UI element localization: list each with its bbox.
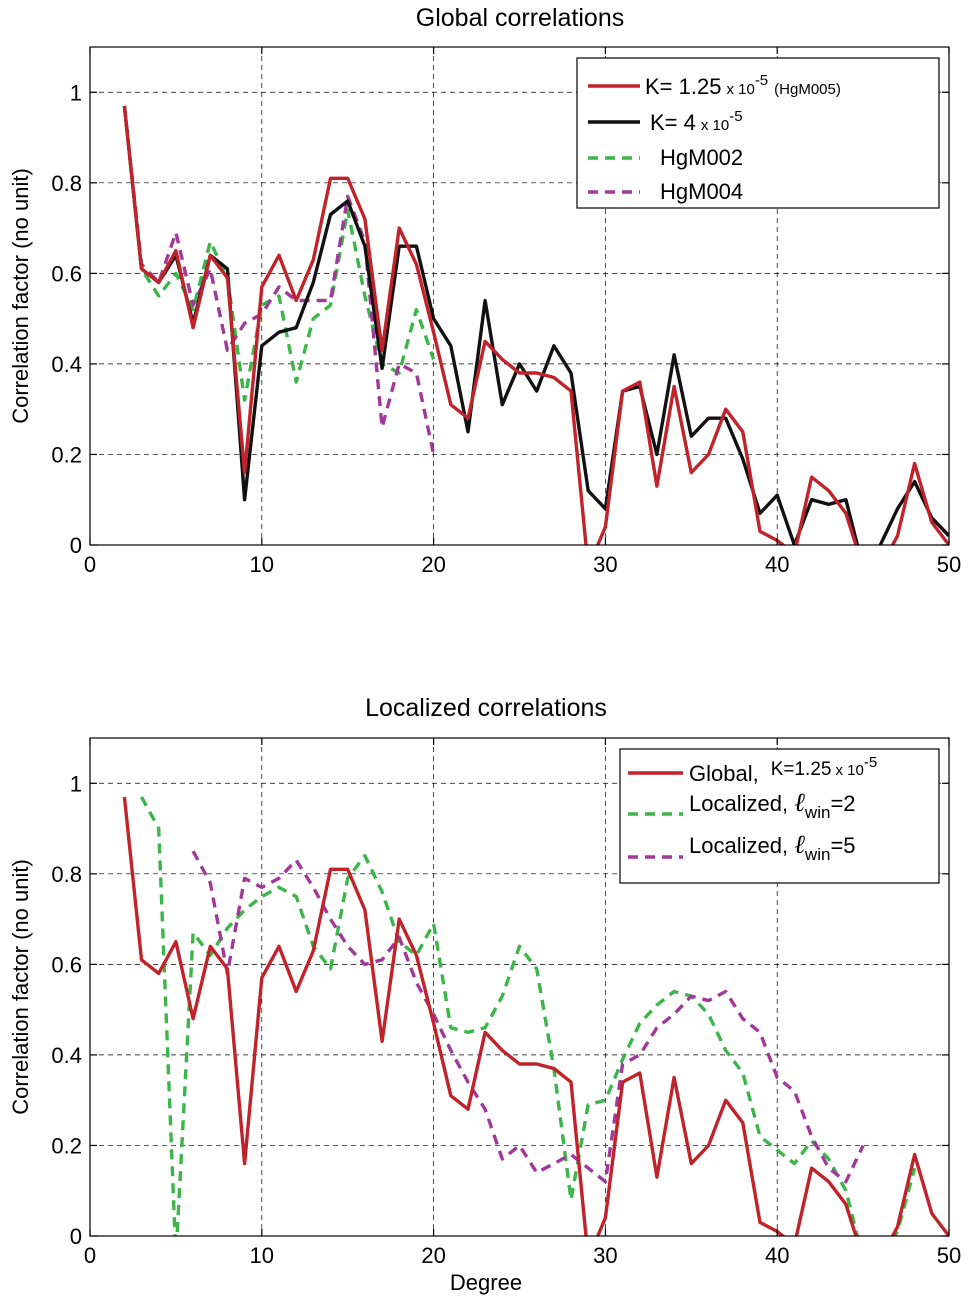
localized-correlations-panel: Localized correlations 0 10 20 30 40 50 0 0.2 0.… <box>8 694 961 1295</box>
y-tick-label: 0.4 <box>51 1043 82 1068</box>
series-line-red <box>122 796 949 1236</box>
series-line-black <box>122 105 949 545</box>
axis-ticks: 0 10 20 30 40 50 0 0.2 0.4 0.6 0.8 1 <box>51 47 961 577</box>
plot-frame <box>89 46 950 546</box>
series-lines <box>122 796 949 1236</box>
y-tick-label: 0.8 <box>51 171 82 196</box>
series-line-purple <box>191 850 865 1184</box>
x-tick-label: 20 <box>421 1243 445 1268</box>
x-tick-label: 40 <box>765 552 789 577</box>
y-tick-label: 1 <box>70 771 82 796</box>
legend-box <box>576 57 940 209</box>
series-line-green <box>140 796 917 1236</box>
legend-label-hgm005: K= 1.25 x 10-5(HgM005) <box>645 72 841 99</box>
x-tick-label: 30 <box>593 552 617 577</box>
y-tick-label: 0.8 <box>51 862 82 887</box>
chart-title: Global correlations <box>416 4 624 32</box>
y-axis-label: Correlation factor (no unit) <box>8 859 33 1115</box>
legend-label-hgm002: HgM002 <box>660 145 743 170</box>
legend-label-hgm004: HgM004 <box>660 179 743 204</box>
y-tick-label: 0 <box>70 533 82 558</box>
y-tick-label: 0 <box>70 1224 82 1249</box>
axis-ticks: 0 10 20 30 40 50 0 0.2 0.4 0.6 0.8 1 <box>51 738 961 1268</box>
series-lines <box>122 105 949 545</box>
y-tick-label: 1 <box>70 80 82 105</box>
x-tick-label: 50 <box>937 1243 961 1268</box>
y-axis-label: Correlation factor (no unit) <box>8 168 33 424</box>
x-tick-label: 0 <box>84 552 96 577</box>
plot-frame <box>89 737 950 1237</box>
x-tick-label: 50 <box>937 552 961 577</box>
y-tick-label: 0.6 <box>51 952 82 977</box>
x-tick-label: 10 <box>250 1243 274 1268</box>
x-tick-label: 30 <box>593 1243 617 1268</box>
x-tick-label: 40 <box>765 1243 789 1268</box>
x-tick-label: 0 <box>84 1243 96 1268</box>
series-line-purple <box>122 105 436 455</box>
legend-label-localized-2: Localized, ℓwin=2 <box>689 788 856 822</box>
series-line-red <box>122 105 949 545</box>
legend: Global, K=1.25 x 10-5 Localized, ℓwin=2 Loc… <box>619 748 940 884</box>
legend-label-localized-5: Localized, ℓwin=5 <box>689 830 856 864</box>
y-tick-label: 0.2 <box>51 1133 82 1158</box>
y-tick-label: 0.6 <box>51 261 82 286</box>
x-axis-label: Degree <box>450 1270 522 1295</box>
x-tick-label: 10 <box>250 552 274 577</box>
y-tick-label: 0.4 <box>51 352 82 377</box>
chart-title: Localized correlations <box>365 694 607 722</box>
x-tick-label: 20 <box>421 552 445 577</box>
series-line-green <box>122 105 436 402</box>
y-tick-label: 0.2 <box>51 442 82 467</box>
global-correlations-panel: Global correlations 0 10 20 30 40 50 0 0.2 0.4 0.… <box>8 4 961 577</box>
legend-label-global: Global, K=1.25 x 10-5 <box>689 754 877 786</box>
